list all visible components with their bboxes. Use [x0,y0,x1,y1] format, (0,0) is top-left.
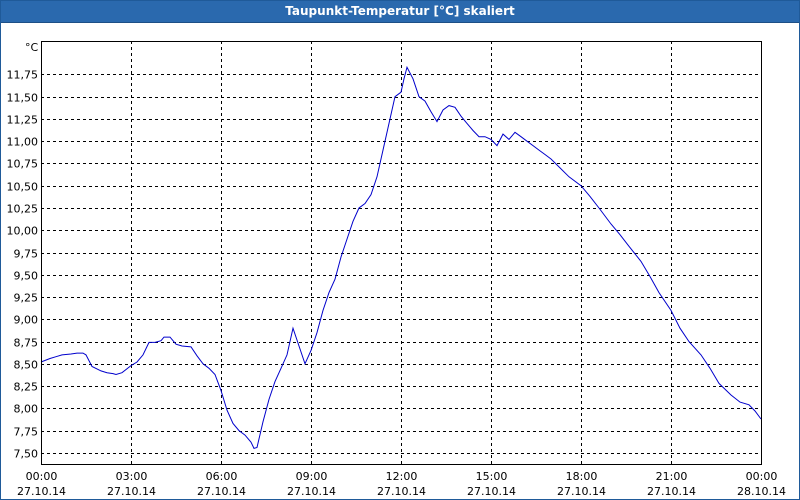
x-tick-time: 15:00 [476,470,508,483]
x-tick-time: 12:00 [386,470,418,483]
y-axis-unit: °C [25,41,39,54]
x-tick-date: 27.10.14 [557,485,606,498]
x-axis-ticks: 00:00 27.10.14 03:00 27.10.14 06:00 27.10.14 0… [17,470,786,498]
y-tick-label: 10,00 [7,225,39,238]
y-tick-label: 9,00 [14,314,39,327]
y-tick-label: 8,00 [14,403,39,416]
y-tick-label: 11,00 [7,136,39,149]
y-tick-label: 9,50 [14,270,39,283]
x-tick-time: 00:00 [746,470,778,483]
y-tick-label: 10,25 [7,203,39,216]
x-tick-time: 09:00 [296,470,328,483]
x-tick-date: 27.10.14 [287,485,336,498]
x-tick-date: 28.10.14 [737,485,786,498]
y-tick-label: 9,25 [14,292,39,305]
y-tick-label: 11,50 [7,92,39,105]
x-tick-date: 27.10.14 [17,485,66,498]
x-tick-time: 21:00 [656,470,688,483]
chart-title: Taupunkt-Temperatur [°C] skaliert [1,1,799,23]
plot-area-border [41,41,762,465]
y-tick-label: 7,50 [14,448,39,461]
y-tick-label: 10,75 [7,158,39,171]
y-tick-label: 7,75 [14,426,39,439]
x-tick-time: 03:00 [116,470,148,483]
y-tick-label: 8,50 [14,359,39,372]
y-tick-label: 11,75 [7,69,39,82]
series-line-dewpoint [40,65,762,450]
x-tick-time: 18:00 [566,470,598,483]
x-tick-date: 27.10.14 [107,485,156,498]
y-tick-label: 9,75 [14,248,39,261]
x-tick-date: 27.10.14 [467,485,516,498]
x-tick-date: 27.10.14 [647,485,696,498]
y-axis-ticks: 7,50 7,75 8,00 8,25 8,50 8,75 9,00 9,25 9,50 9,75… [7,69,39,461]
x-tick-time: 00:00 [26,470,58,483]
y-tick-label: 8,75 [14,337,39,350]
y-tick-label: 8,25 [14,381,39,394]
x-tick-date: 27.10.14 [197,485,246,498]
y-tick-label: 10,50 [7,181,39,194]
y-tick-label: 11,25 [7,114,39,127]
grid [41,41,761,464]
x-tick-date: 27.10.14 [377,485,426,498]
x-tick-time: 06:00 [206,470,238,483]
